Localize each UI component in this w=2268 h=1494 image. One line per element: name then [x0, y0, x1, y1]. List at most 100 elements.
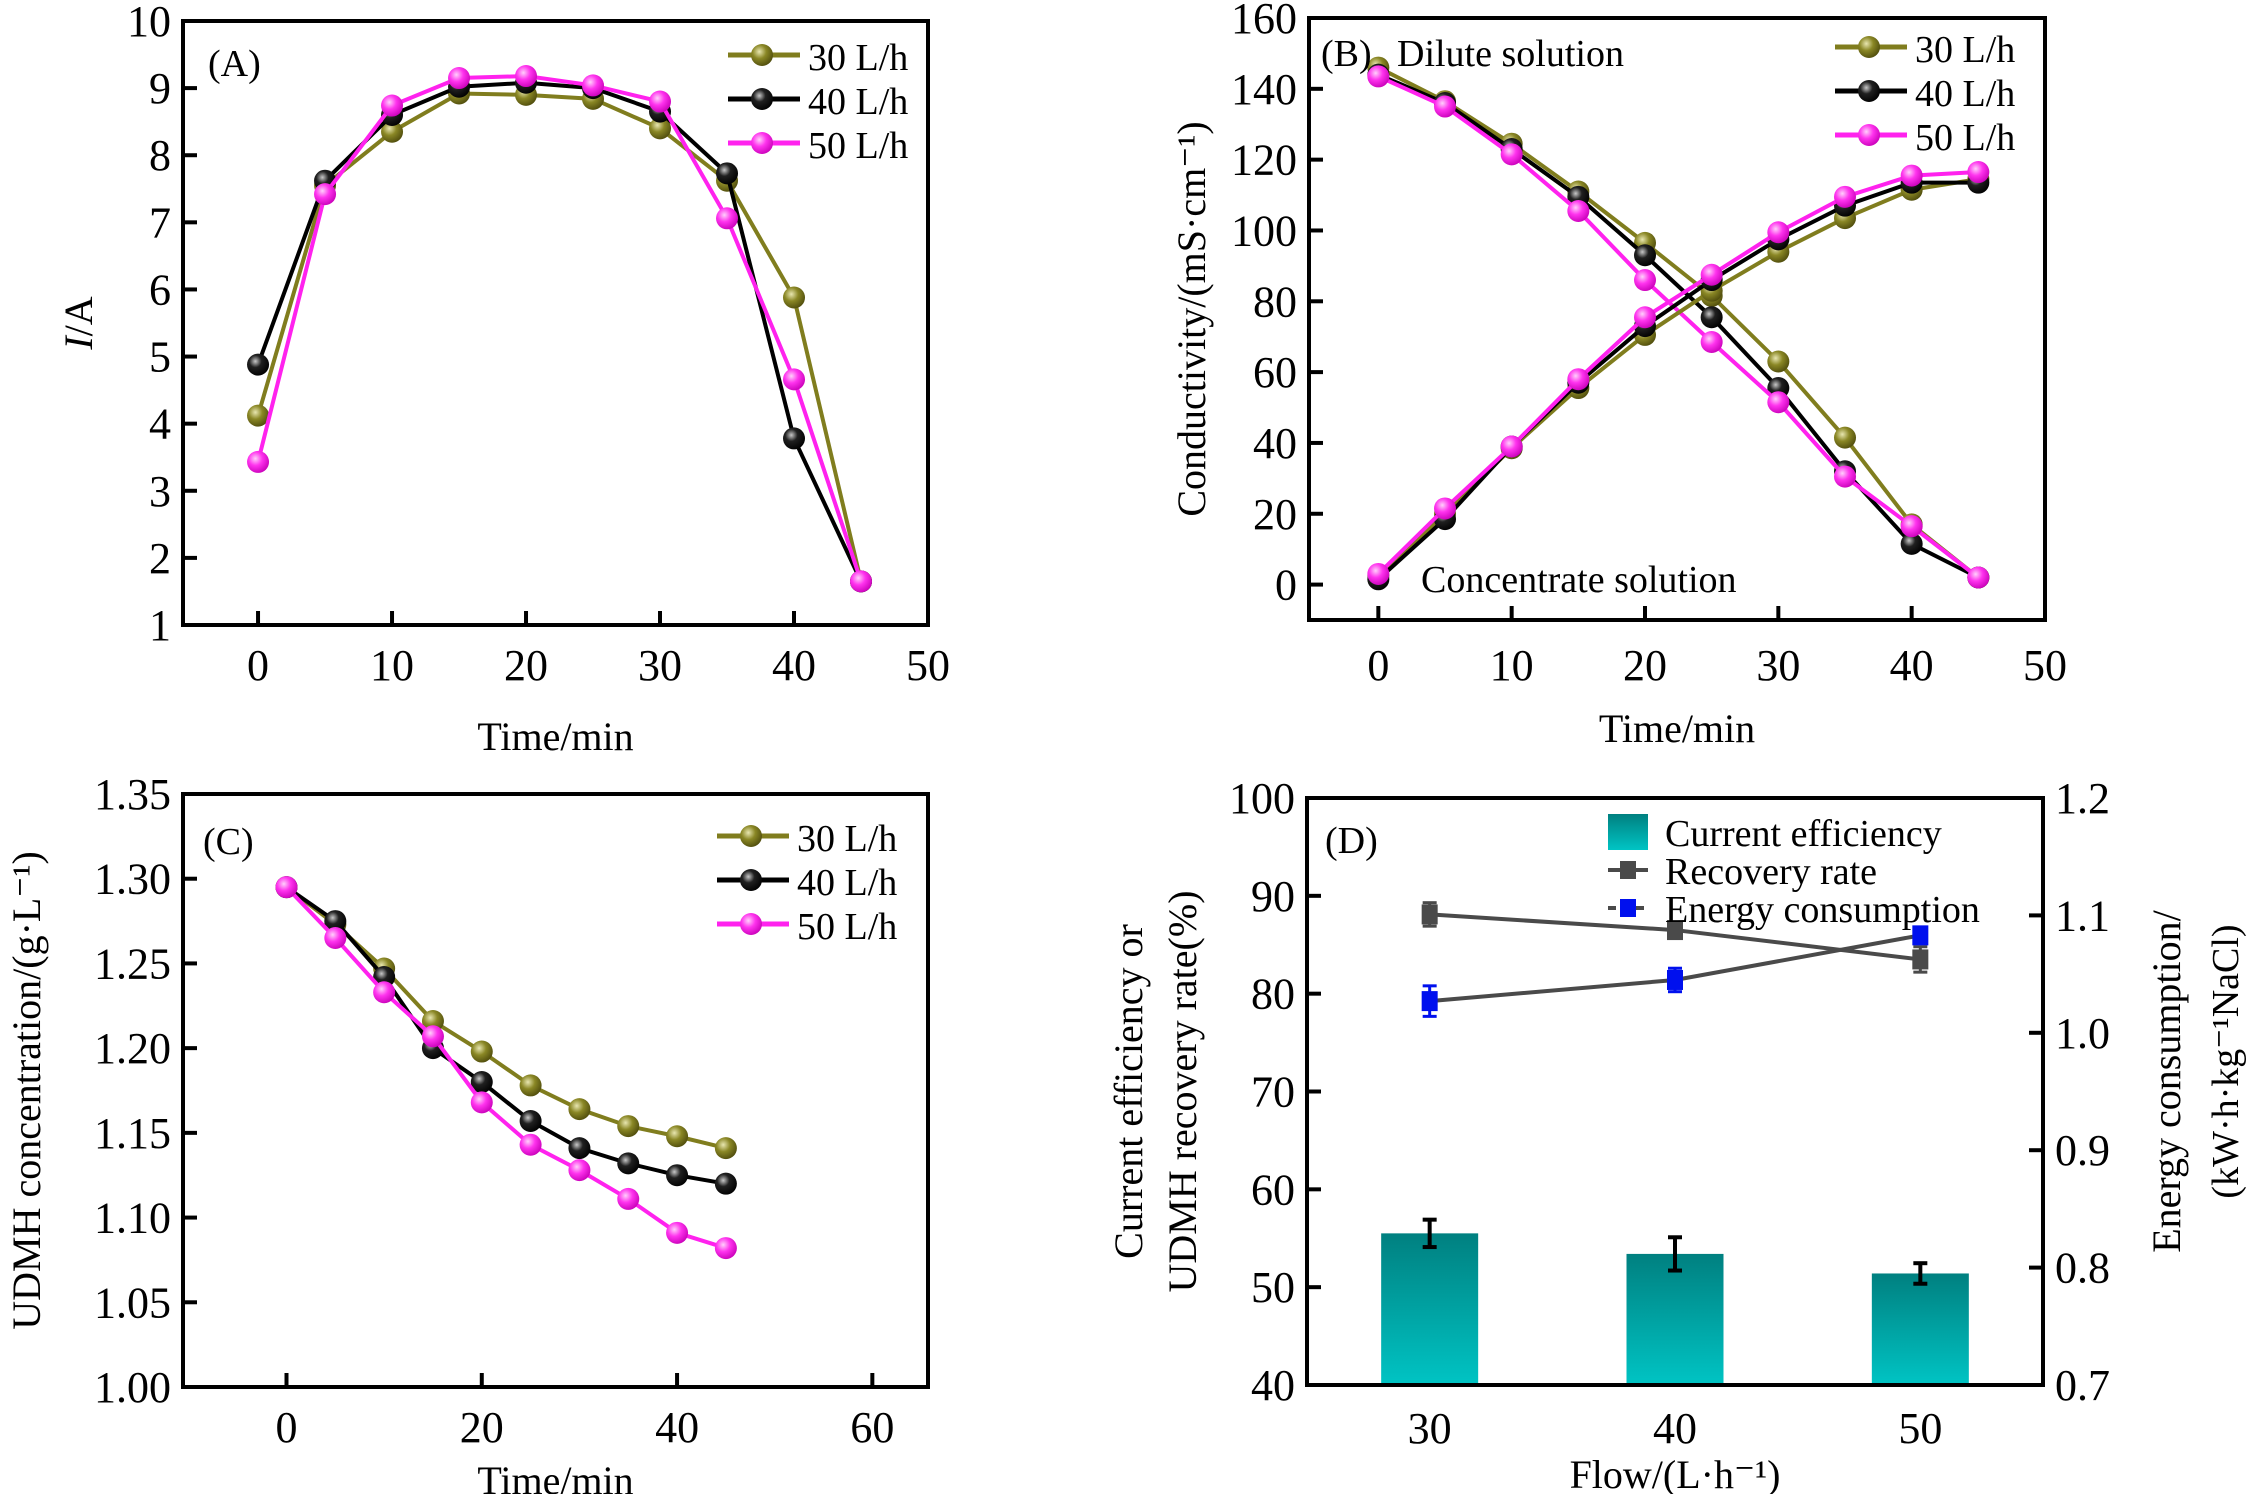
legend-label: Current efficiency	[1665, 813, 1942, 855]
plot-frame	[1307, 16, 2047, 622]
y-tick-label: 100	[1231, 206, 1297, 255]
x-tick-label: 60	[850, 1403, 894, 1452]
bar-current-efficiency	[1626, 1253, 1724, 1385]
y-tick-label: 1.35	[94, 770, 171, 819]
data-point	[314, 183, 337, 206]
x-tick-label: 10	[1490, 641, 1534, 690]
y-tick-label: 9	[149, 64, 171, 113]
data-point	[515, 65, 538, 88]
data-point-recovery	[1667, 920, 1683, 941]
series-line-50lh	[256, 74, 863, 583]
x-axis-label: Flow/(L·h⁻¹)	[1570, 1452, 1781, 1494]
legend-marker	[740, 913, 762, 935]
x-tick-label: 20	[460, 1403, 504, 1452]
y-tick-label-right: 1.2	[2055, 774, 2110, 823]
y-axis-label-symbol: I	[56, 335, 101, 351]
y-tick-label: 1	[149, 601, 171, 650]
legend-marker	[1858, 36, 1880, 58]
data-point	[421, 1025, 444, 1048]
y-tick-label-right: 0.8	[2055, 1244, 2110, 1293]
panel-c: 0 20 40 60 1.00 1.05 1.10 1.15 1.20 1.25 1.30 1.35 (…	[4, 770, 930, 1494]
panel-label: (C)	[203, 821, 254, 863]
data-point	[1367, 65, 1390, 88]
x-tick-label: 0	[1367, 641, 1389, 690]
series-line-40lh	[1376, 180, 1979, 581]
legend-marker	[751, 132, 773, 154]
y-tick-label: 140	[1231, 65, 1297, 114]
data-point	[716, 207, 739, 230]
y-axis-label-right-line1: Energy consumption/	[2144, 909, 2189, 1252]
data-point	[421, 1010, 444, 1033]
data-point-energy	[1667, 969, 1683, 990]
y-tick-label: 60	[1253, 348, 1297, 397]
data-point	[716, 162, 739, 185]
data-point	[1834, 465, 1856, 488]
data-point	[1567, 199, 1590, 222]
panel-label: (B)	[1321, 33, 1372, 75]
series-line-50lh	[285, 885, 727, 1250]
y-tick-label: 1.05	[94, 1278, 171, 1327]
data-point	[617, 1115, 640, 1138]
x-tick-label: 30	[638, 641, 682, 690]
plot-frame	[181, 792, 930, 1389]
x-tick-label: 40	[772, 641, 816, 690]
legend-label: 40 L/h	[1915, 73, 2015, 115]
data-point	[247, 450, 270, 473]
x-tick-label: 40	[1653, 1404, 1697, 1453]
data-point	[714, 1237, 737, 1260]
legend-marker	[1858, 80, 1880, 102]
data-point	[1900, 532, 1923, 555]
y-tick-label: 4	[149, 400, 171, 449]
data-point	[649, 90, 672, 113]
y-tick-label: 1.25	[94, 939, 171, 988]
data-point	[1900, 164, 1923, 187]
x-tick-label: 0	[275, 1403, 297, 1452]
series-line-30lh	[256, 91, 863, 582]
y-tick-label-right: 0.9	[2055, 1126, 2110, 1175]
data-point	[1767, 350, 1790, 373]
y-tick-label-right: 0.7	[2055, 1361, 2110, 1410]
legend-marker	[1858, 124, 1880, 146]
data-point	[1767, 391, 1790, 414]
legend-label: Recovery rate	[1665, 851, 1877, 893]
data-point	[783, 427, 806, 450]
legend-label: 30 L/h	[797, 818, 897, 860]
y-tick-label-right: 1.1	[2055, 891, 2110, 940]
x-tick-label: 50	[906, 641, 950, 690]
data-point	[666, 1125, 689, 1148]
x-tick-label: 30	[1756, 641, 1800, 690]
data-point	[1700, 263, 1723, 286]
legend-label: 30 L/h	[1915, 29, 2015, 71]
y-tick-label-left: 90	[1251, 872, 1295, 921]
data-point	[617, 1187, 640, 1210]
bar-current-efficiency	[1381, 1233, 1479, 1385]
data-point	[1700, 306, 1723, 329]
data-point	[1967, 161, 1990, 184]
y-tick-label-right: 1.0	[2055, 1009, 2110, 1058]
x-tick-label: 0	[247, 641, 269, 690]
data-point	[1634, 244, 1656, 267]
y-axis-label-left-line1: Current efficiency or	[1106, 924, 1151, 1259]
data-point	[470, 1071, 493, 1094]
legend-label: 40 L/h	[808, 81, 908, 123]
y-axis-label-unit: /A	[56, 296, 101, 336]
y-tick-label: 2	[149, 534, 171, 583]
data-point-recovery	[1912, 949, 1929, 970]
panel-label: (A)	[208, 43, 261, 85]
series-line-50lh	[1377, 74, 1980, 580]
data-point	[470, 1091, 493, 1114]
data-point	[247, 404, 270, 427]
data-point-energy	[1421, 991, 1438, 1012]
x-axis-label: Time/min	[477, 1458, 633, 1494]
data-point	[783, 286, 806, 309]
x-tick-label: 30	[1408, 1404, 1452, 1453]
legend-label: Energy consumption	[1665, 889, 1980, 931]
legend-label: 50 L/h	[808, 125, 908, 167]
y-tick-label: 1.15	[94, 1109, 171, 1158]
panel-d: 30 40 50 40 50 60 70 80 90 100 0.7 0.8 0.9 1.0 1.1 1.2 (…	[1106, 774, 2247, 1494]
data-point	[582, 74, 605, 97]
y-axis-label-left-line2: UDMH recovery rate(%)	[1160, 890, 1205, 1292]
data-point	[381, 94, 404, 117]
legend-marker	[740, 825, 762, 847]
data-point	[324, 927, 347, 950]
